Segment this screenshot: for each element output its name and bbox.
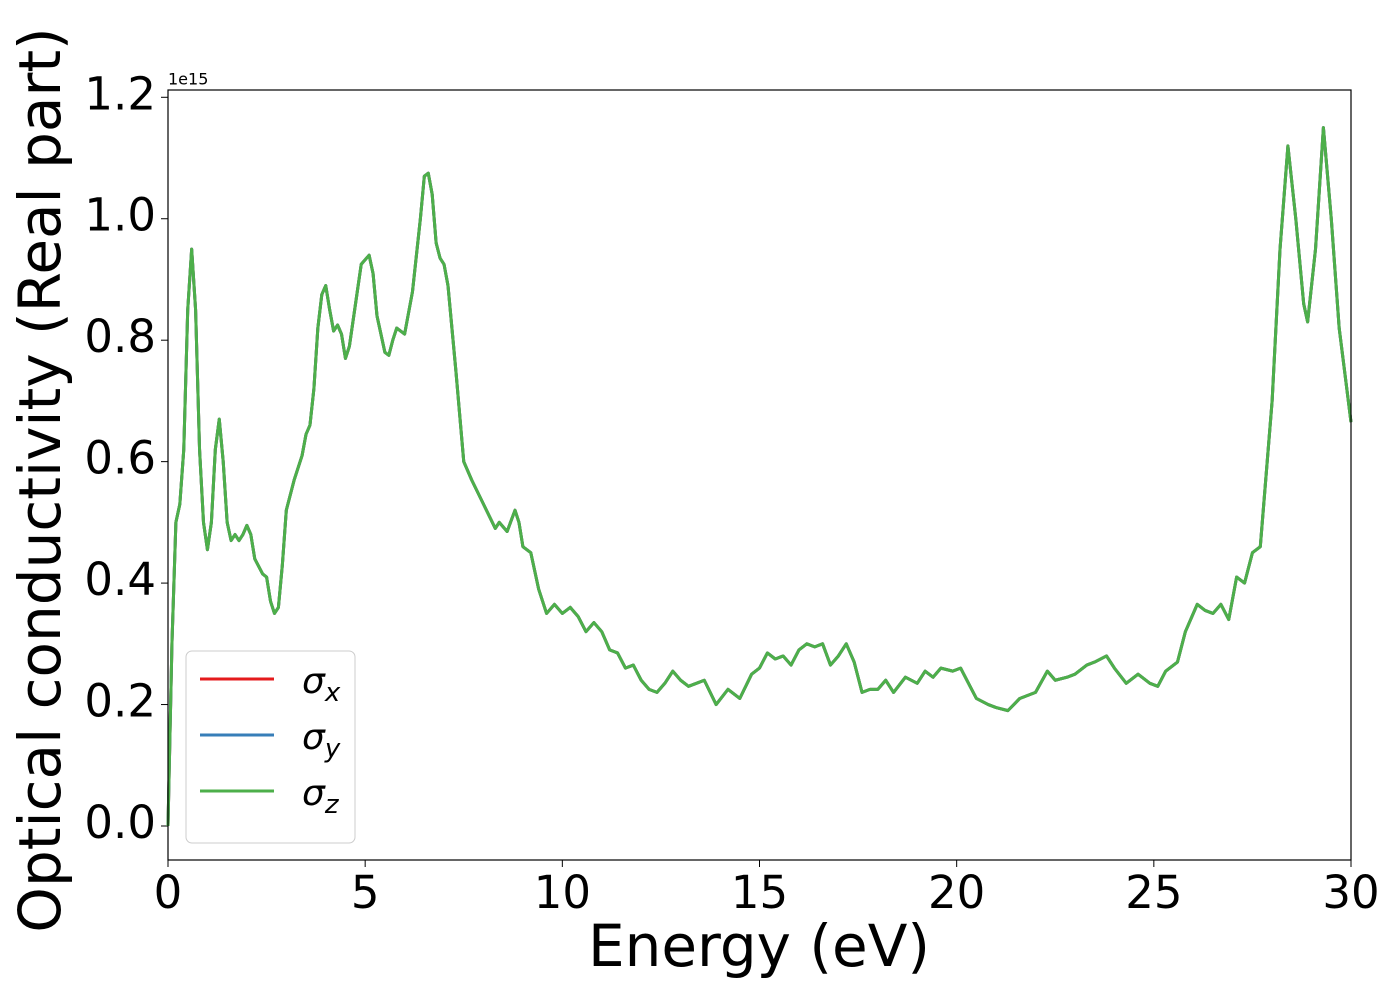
legend-box xyxy=(185,650,356,844)
legend-label: σz xyxy=(302,773,340,820)
x-tick-label: 0 xyxy=(154,866,183,919)
plot-frame xyxy=(167,89,1352,861)
y-tick-label: 1.2 xyxy=(84,67,156,120)
x-tick-label: 15 xyxy=(731,866,788,919)
y-axis-label: Optical conductivity (Real part) xyxy=(6,27,74,932)
legend: σx σy σz xyxy=(185,650,356,844)
y-tick-label: 0.8 xyxy=(84,310,156,363)
y-tick-label: 0.2 xyxy=(84,675,156,728)
series-line xyxy=(166,126,1353,827)
y-tick-label: 0.4 xyxy=(84,553,156,606)
x-tick-label: 5 xyxy=(351,866,380,919)
x-axis-label: Energy (eV) xyxy=(588,912,930,980)
legend-label: σy xyxy=(302,717,341,764)
x-tick-label: 20 xyxy=(928,866,985,919)
y-tick-label: 1.0 xyxy=(84,189,156,242)
y-tick-label: 0.0 xyxy=(84,796,156,849)
x-tick-label: 30 xyxy=(1322,866,1379,919)
legend-label: σx xyxy=(302,661,341,708)
y-offset-label: 1e15 xyxy=(168,70,208,89)
x-tick-label: 25 xyxy=(1125,866,1182,919)
y-tick-label: 0.6 xyxy=(84,432,156,485)
x-tick-label: 10 xyxy=(534,866,591,919)
